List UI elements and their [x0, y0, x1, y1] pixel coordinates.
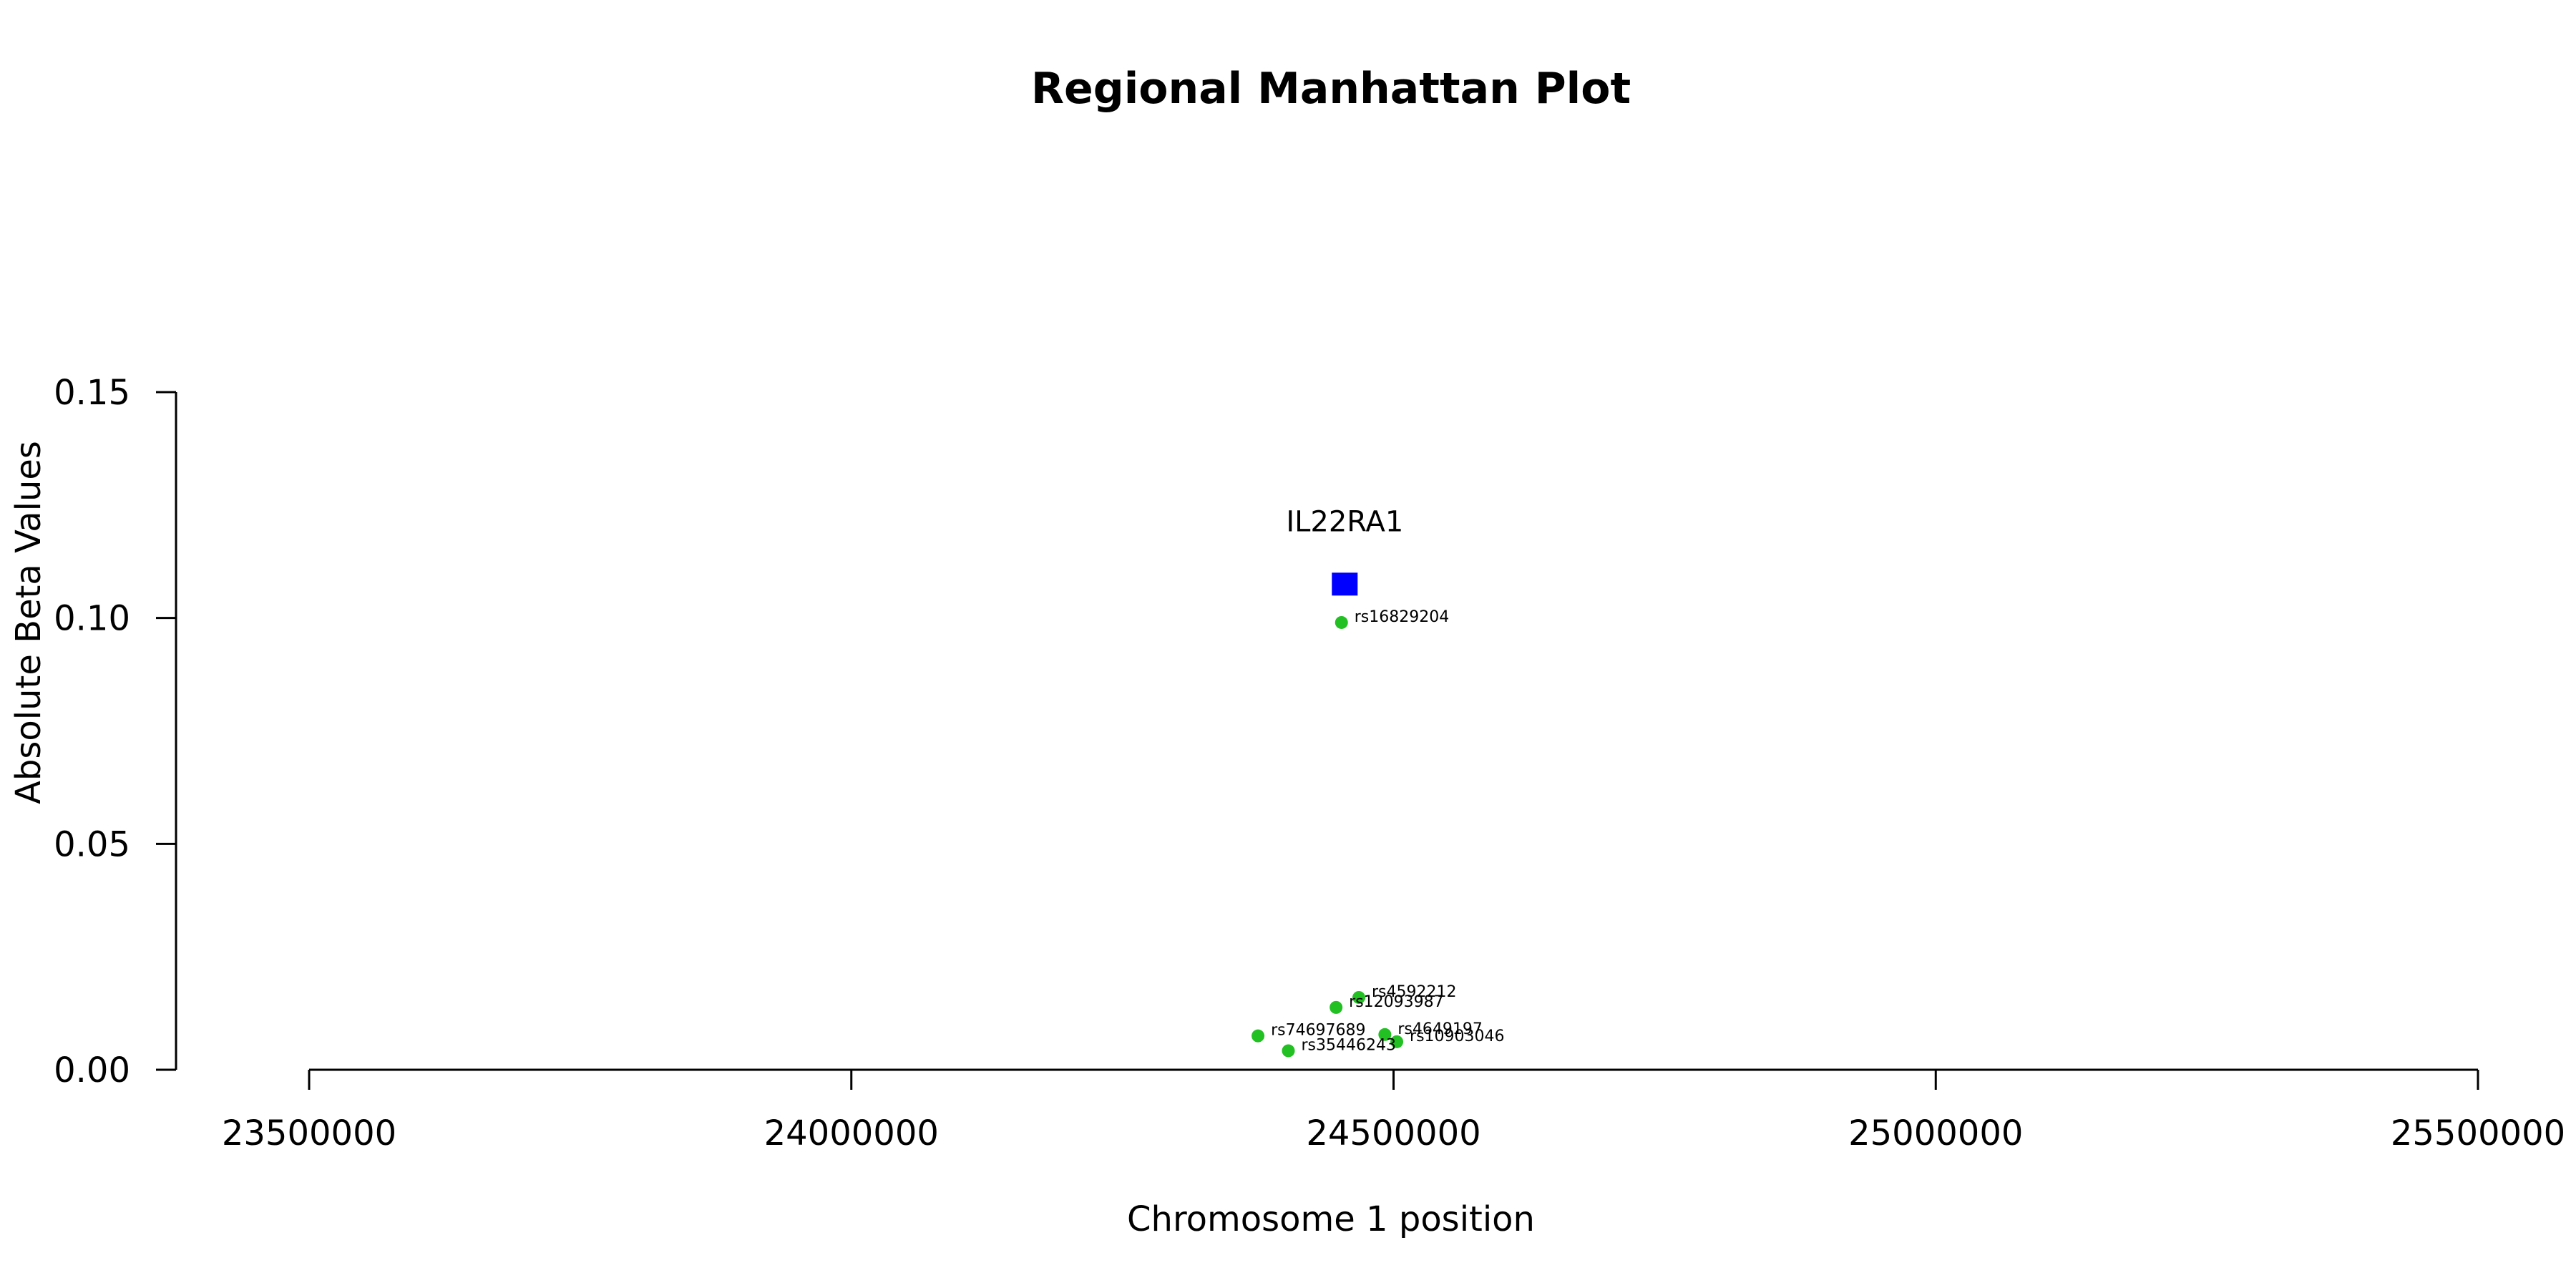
snp-point	[1282, 1044, 1295, 1058]
x-tick-label: 24500000	[1306, 1113, 1480, 1153]
y-axis-title: Absolute Beta Values	[9, 441, 49, 804]
snp-point	[1330, 1000, 1343, 1014]
snp-label: rs4649197	[1397, 1020, 1483, 1038]
y-tick-label: 0.05	[54, 824, 130, 864]
snp-label: rs10903046	[1410, 1028, 1504, 1045]
y-tick-label: 0.15	[54, 373, 130, 413]
snp-point	[1390, 1035, 1404, 1048]
x-tick-label: 25000000	[1848, 1113, 2023, 1153]
x-tick-label: 24000000	[764, 1113, 939, 1153]
x-tick-label: 23500000	[222, 1113, 396, 1153]
snp-label: rs74697689	[1271, 1022, 1365, 1040]
snp-point	[1378, 1028, 1392, 1041]
y-axis: 0.00 0.05 0.10 0.15	[54, 373, 177, 1091]
snp-label: rs12093987	[1349, 993, 1443, 1011]
x-axis: 23500000 24000000 24500000 25000000 25500000	[222, 1068, 2565, 1153]
snp-point	[1335, 615, 1348, 629]
gene-marker	[1332, 572, 1358, 596]
y-tick-label: 0.00	[54, 1050, 130, 1091]
gene-label: IL22RA1	[1286, 505, 1403, 538]
snp-point	[1252, 1029, 1265, 1043]
x-axis-title: Chromosome 1 position	[1127, 1199, 1535, 1239]
snp-label: rs35446243	[1301, 1036, 1395, 1054]
snp-label: rs4592212	[1372, 983, 1457, 1001]
chart-title: Regional Manhattan Plot	[1031, 64, 1631, 114]
y-tick-label: 0.10	[54, 599, 130, 639]
x-tick-label: 25500000	[2391, 1113, 2565, 1153]
snp-label: rs16829204	[1355, 608, 1449, 626]
snp-point	[1352, 990, 1366, 1004]
